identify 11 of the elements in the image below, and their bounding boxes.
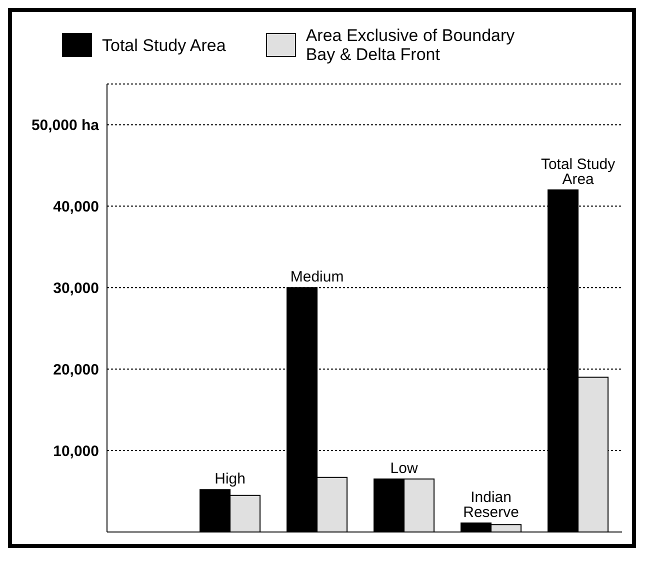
y-tick-label: 20,000 bbox=[53, 361, 99, 378]
x-tick-label: High bbox=[214, 470, 246, 488]
legend-label: Total Study Area bbox=[102, 36, 226, 54]
legend-label: Area Exclusive of Boundary Bay & Delta Front bbox=[306, 26, 516, 64]
x-tick-label: Indian Reserve bbox=[463, 489, 519, 522]
x-tick-label: Medium bbox=[290, 268, 344, 286]
y-tick-label: 30,000 bbox=[53, 280, 99, 297]
x-tick-label: Low bbox=[390, 460, 418, 478]
y-tick-label: 10,000 bbox=[53, 442, 99, 460]
y-tick-label: 40,000 bbox=[53, 198, 99, 216]
y-tick-label: 50,000 ha bbox=[31, 117, 100, 134]
